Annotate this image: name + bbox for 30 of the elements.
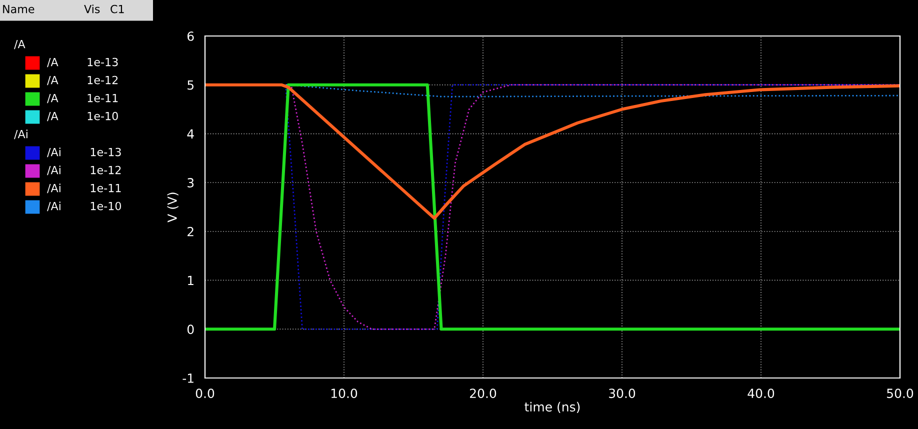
text: /Ai <box>14 130 28 140</box>
y-tick-label: 0 <box>187 324 194 334</box>
legend-label: /Ai 1e-12 <box>47 166 121 176</box>
y-axis-title: V (V) <box>167 192 178 222</box>
x-axis-title: time (ns) <box>524 402 580 414</box>
legend-label: /A 1e-10 <box>47 112 118 122</box>
y-tick-label: 3 <box>188 178 194 188</box>
legend-label: /Ai 1e-11 <box>47 184 121 194</box>
line-series <box>205 83 900 220</box>
x-tick-label: 50.0 <box>887 388 914 398</box>
legend-label: /Ai 1e-10 <box>47 202 121 212</box>
y-tick-label: 1 <box>188 276 194 286</box>
x-tick-label: 40.0 <box>748 388 774 398</box>
x-tick-label: 0.0 <box>196 388 214 398</box>
text: Name <box>3 4 34 14</box>
y-tick-label: 5 <box>188 80 194 90</box>
y-tick-label: 4 <box>187 129 194 138</box>
legend-label: /Ai 1e-13 <box>47 148 121 158</box>
x-tick-label: 10.0 <box>331 388 358 398</box>
y-tick-label: 2 <box>188 226 194 236</box>
legend-label: /A 1e-13 <box>47 58 118 68</box>
y-tick-label: -1 <box>182 374 194 383</box>
text: C1 <box>110 4 124 14</box>
legend-label: /A 1e-11 <box>47 94 118 104</box>
x-tick-label: 20.0 <box>470 388 496 398</box>
text: Vis <box>84 4 100 14</box>
y-tick-label: 6 <box>188 31 194 41</box>
x-tick-label: 30.0 <box>609 388 636 398</box>
legend-label: /A 1e-12 <box>47 76 118 86</box>
text: /A <box>14 40 26 50</box>
